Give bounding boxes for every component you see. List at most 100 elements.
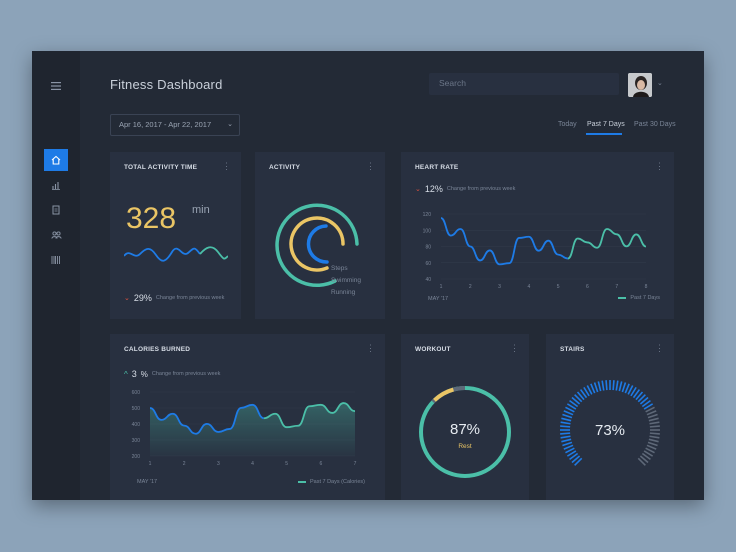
change-value: 3 [131, 369, 137, 379]
x-tick-label: 7 [354, 461, 357, 467]
y-tick-label: 120 [423, 212, 432, 218]
gauge-tick [649, 425, 660, 428]
active-tab-indicator [586, 133, 622, 135]
more-options-icon[interactable]: ⋮ [222, 161, 231, 171]
document-icon [52, 205, 60, 215]
sidebar-item-home[interactable] [44, 149, 68, 171]
gauge-tick [579, 389, 588, 399]
legend-swimming: Swimming [331, 277, 361, 284]
card-stairs: STAIRS ⋮ 73% [546, 334, 674, 500]
calories-chart: 600 500 400 300 200 1 2 3 4 5 6 7 [132, 390, 357, 467]
more-options-icon[interactable]: ⋮ [366, 343, 375, 353]
sidebar-item-documents[interactable] [44, 199, 68, 221]
card-heart-rate: HEART RATE ⋮ ⌄ 12% Change from previous … [401, 152, 674, 319]
x-tick-label: 3 [498, 284, 501, 290]
gauge-tick [639, 396, 649, 405]
app-window: Fitness Dashboard Search ⌄ Apr 16, 2017 … [32, 51, 704, 500]
sidebar-item-reports[interactable] [44, 249, 68, 271]
gauge-tick [586, 385, 593, 395]
home-icon [51, 155, 61, 165]
legend-label: Past 7 Days (Calories) [309, 479, 365, 485]
avatar[interactable] [628, 73, 652, 97]
gauge-tick [560, 421, 571, 425]
y-tick-label: 200 [132, 454, 141, 460]
gauge-tick [645, 406, 655, 413]
legend-swatch [618, 297, 627, 299]
gauge-tick [627, 385, 634, 395]
gauge-tick [562, 413, 573, 419]
x-tick-label: 2 [469, 284, 472, 290]
more-options-icon[interactable]: ⋮ [366, 161, 375, 171]
gauge-tick [646, 410, 657, 416]
change-label: Change from previous week [155, 295, 225, 301]
search-placeholder: Search [439, 78, 466, 88]
activity-time-value: 328 [126, 202, 177, 235]
gauge-tick [565, 406, 575, 413]
gauge-tick [648, 438, 659, 443]
y-tick-label: 400 [132, 422, 141, 428]
user-photo [628, 73, 652, 97]
month-label: MAY '17 [428, 296, 449, 302]
gauge-tick [645, 447, 655, 454]
tab-today[interactable]: Today [558, 121, 577, 128]
change-unit: % [140, 369, 148, 379]
date-range-picker[interactable]: Apr 16, 2017 - Apr 22, 2017 ⌄ [110, 114, 240, 136]
gauge-tick [649, 421, 660, 425]
legend-running: Running [331, 289, 356, 296]
workout-value: 87% [449, 421, 481, 438]
gauge-tick [643, 403, 654, 410]
gauge-tick [561, 417, 572, 422]
calories-change: ^ 3 % Change from previous week [124, 369, 220, 379]
gauge-tick [649, 435, 660, 439]
menu-button[interactable] [44, 75, 68, 97]
tab-past-7-days[interactable]: Past 7 Days [587, 121, 625, 128]
gauge-tick [630, 386, 637, 397]
gauge-tick [569, 399, 579, 408]
gauge-tick [641, 399, 651, 408]
gauge-tick [566, 403, 577, 410]
gauge-tick [646, 444, 657, 450]
search-input[interactable]: Search [429, 73, 619, 95]
calories-legend: Past 7 Days (Calories) [297, 479, 365, 485]
month-label: MAY '17 [137, 479, 158, 485]
chevron-down-icon[interactable]: ⌄ [657, 80, 663, 87]
card-title: CALORIES BURNED [124, 346, 191, 353]
change-label: Change from previous week [446, 186, 516, 192]
gauge-tick [647, 413, 658, 419]
more-options-icon[interactable]: ⋮ [510, 343, 519, 353]
chevron-down-icon: ⌄ [227, 121, 233, 128]
gauge-tick [590, 383, 596, 394]
workout-highlight-arc [433, 387, 455, 402]
activity-change: ⌄ 29% Change from previous week [124, 293, 224, 303]
sidebar-item-stats[interactable] [44, 174, 68, 196]
gauge-tick [562, 441, 573, 447]
gauge-tick [583, 386, 590, 397]
more-options-icon[interactable]: ⋮ [655, 343, 664, 353]
y-tick-label: 100 [423, 228, 432, 234]
bar-chart-icon [52, 182, 60, 190]
card-workout: WORKOUT ⋮ 87% Rest [401, 334, 529, 500]
activity-time-unit: min [192, 204, 210, 216]
x-tick-label: 1 [440, 284, 443, 290]
card-title: HEART RATE [415, 164, 459, 171]
x-tick-label: 6 [319, 461, 322, 467]
more-options-icon[interactable]: ⋮ [655, 161, 664, 171]
card-title: WORKOUT [415, 346, 451, 353]
gauge-tick [632, 389, 641, 399]
sidebar-item-users[interactable] [44, 224, 68, 246]
heart-rate-chart: 120 100 80 60 40 1 2 3 4 5 6 7 8 [423, 212, 648, 290]
gauge-tick [571, 396, 581, 405]
activity-legend: Steps Swimming Running [331, 263, 361, 299]
gauge-tick [574, 457, 583, 466]
change-value: 29% [133, 293, 152, 303]
legend-steps: Steps [331, 265, 348, 272]
gauge-tick [615, 380, 619, 391]
card-title: TOTAL ACTIVITY TIME [124, 164, 198, 171]
gauge-tick [560, 435, 571, 439]
gauge-tick [561, 438, 572, 443]
tab-past-30-days[interactable]: Past 30 Days [634, 121, 676, 128]
change-value: 12% [424, 184, 443, 194]
y-tick-label: 40 [425, 277, 431, 283]
arrow-up-icon: ^ [124, 369, 128, 379]
gauge-tick [637, 394, 646, 403]
